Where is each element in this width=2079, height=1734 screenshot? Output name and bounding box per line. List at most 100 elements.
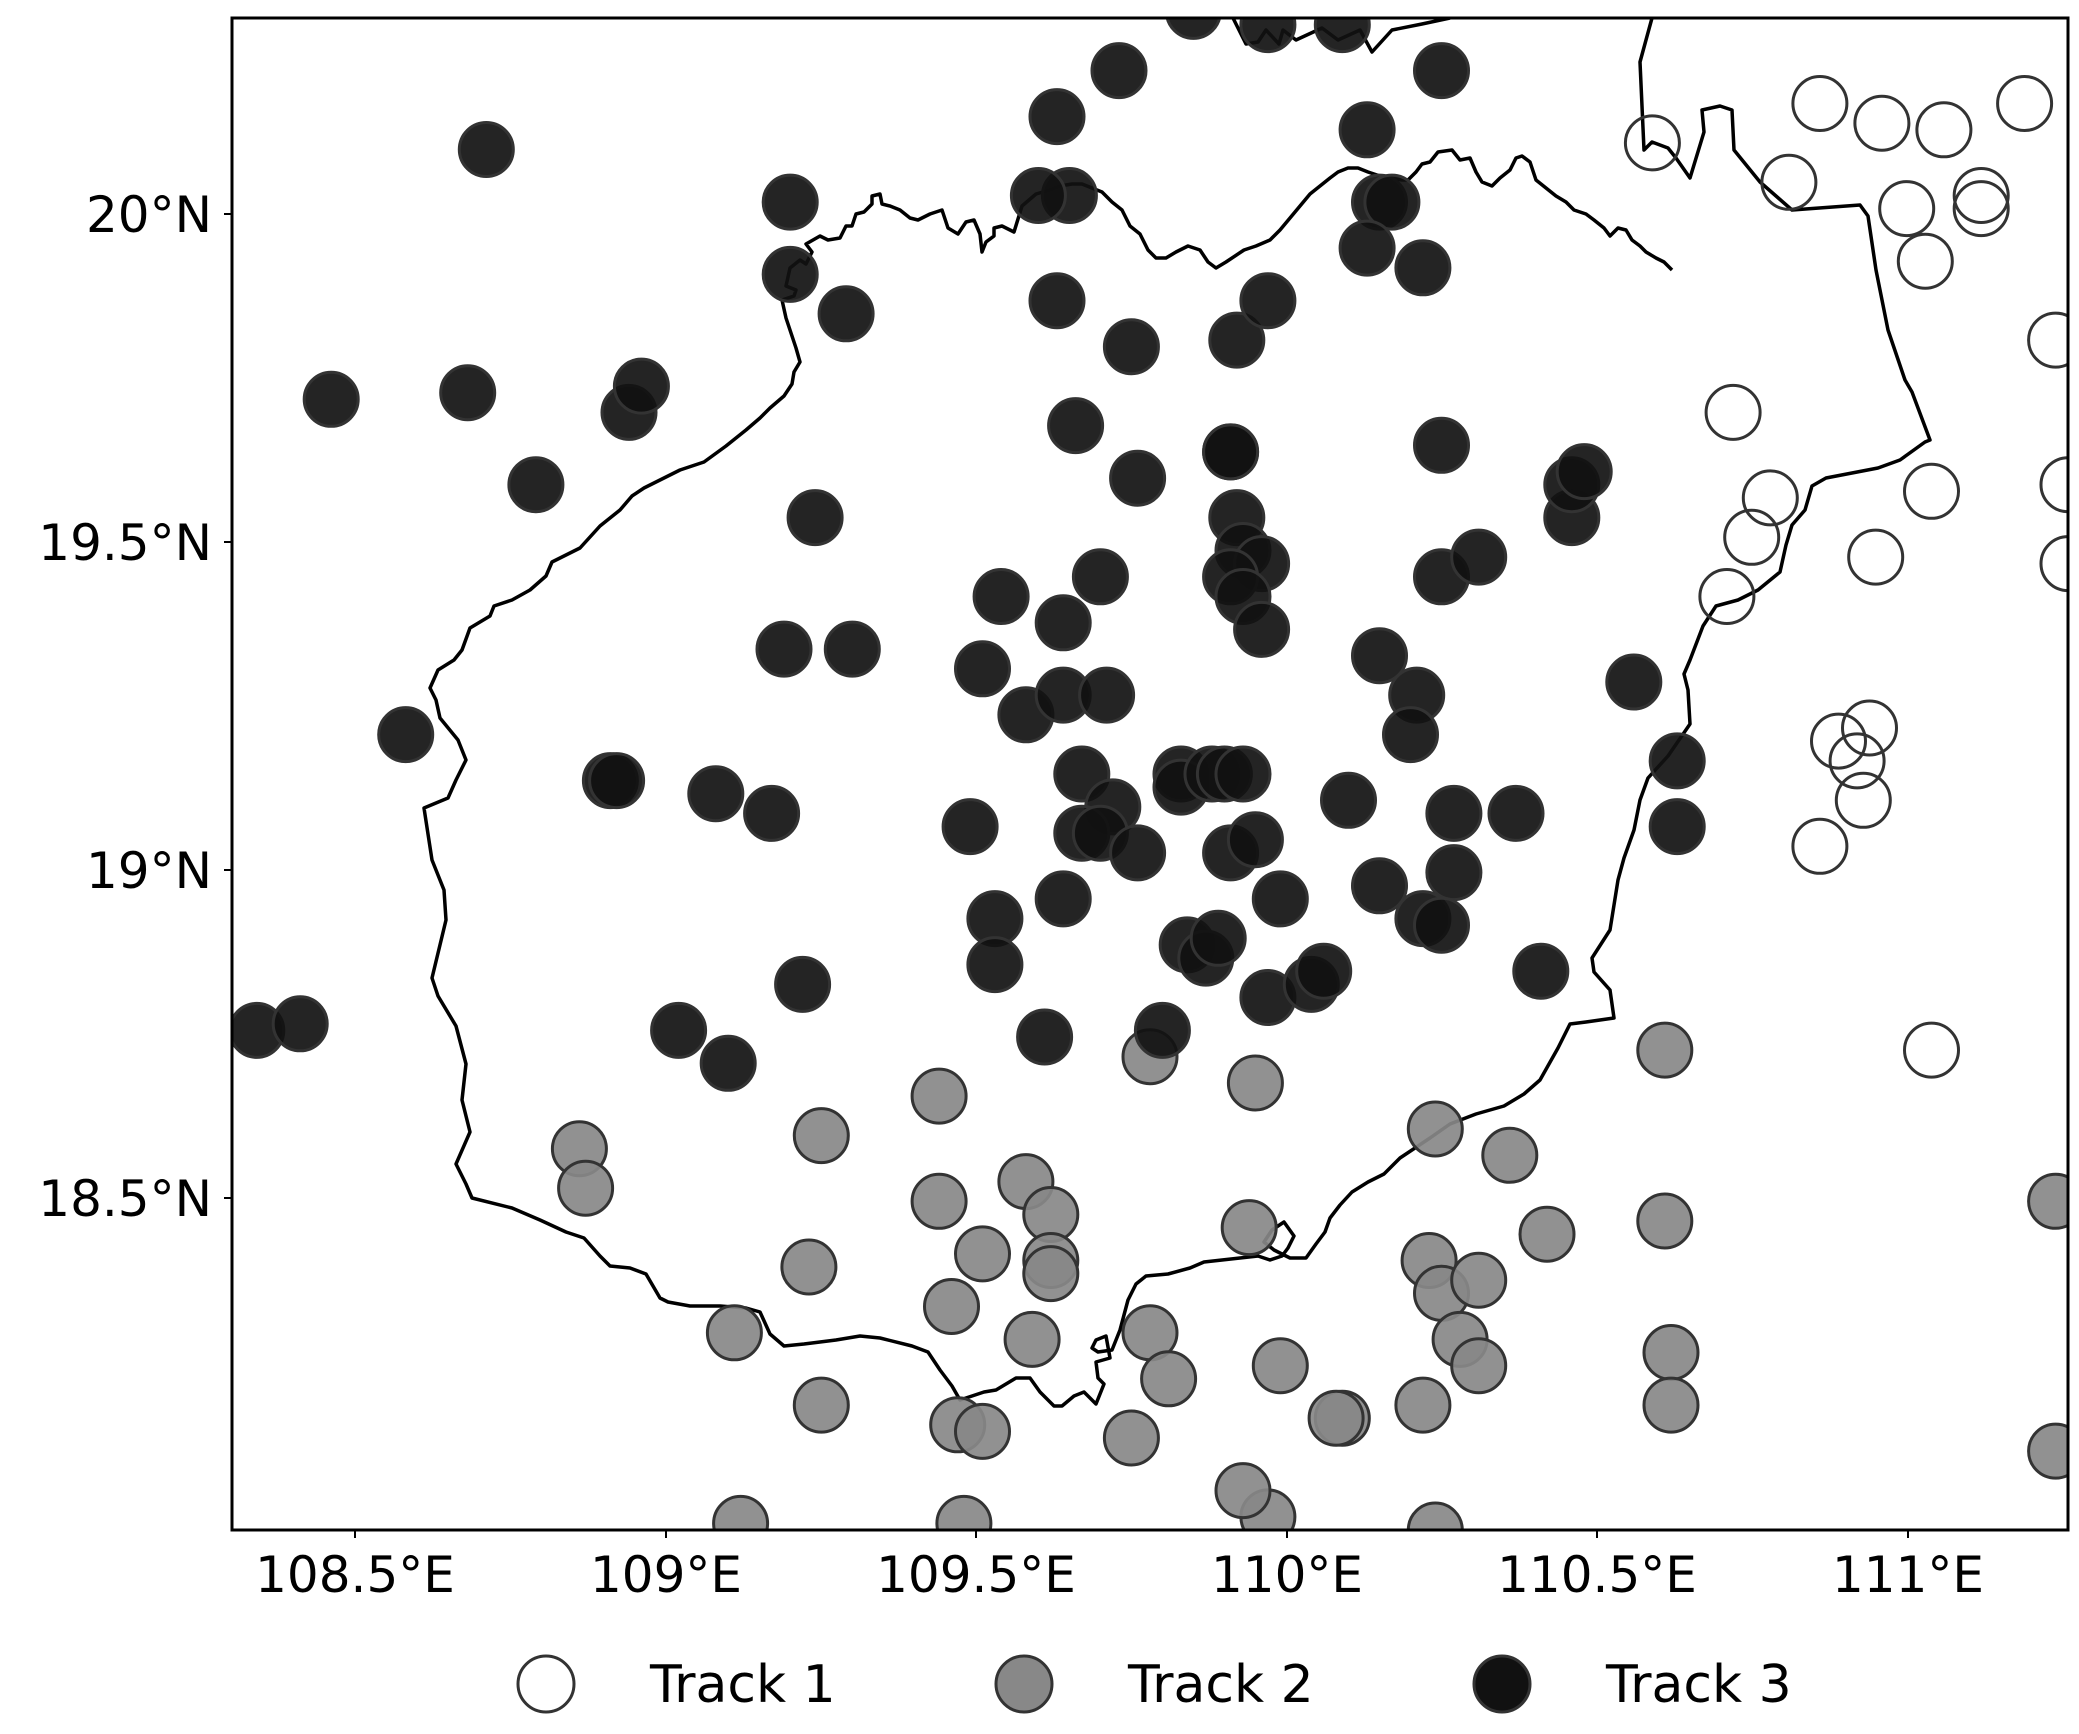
track-3-point xyxy=(1425,784,1483,842)
track-3-point xyxy=(1351,627,1408,685)
track-2-point xyxy=(792,1376,850,1434)
track-3-point xyxy=(1047,397,1105,455)
track-2-point xyxy=(1214,1462,1272,1520)
track-3-point xyxy=(439,364,497,422)
track-1-point xyxy=(1704,383,1762,441)
track-3-point xyxy=(1413,416,1470,474)
track-3-point xyxy=(1313,18,1371,54)
track-3-point xyxy=(761,245,819,303)
track-3-point xyxy=(1351,857,1408,915)
track-2-point xyxy=(1481,1126,1539,1184)
track-2-point xyxy=(1642,1324,1700,1381)
plot-frame xyxy=(230,16,2070,1532)
series-track-2 xyxy=(550,1021,2068,1530)
track-2-point xyxy=(1307,1389,1365,1447)
track-3-point xyxy=(1034,870,1092,928)
track-3-point xyxy=(1413,896,1470,954)
track-3-point xyxy=(1394,239,1452,297)
track-3-point xyxy=(1189,909,1247,967)
legend: Track 1 Track 2 Track 3 xyxy=(516,1654,1792,1715)
track-1-point xyxy=(1723,508,1781,566)
track-2-point xyxy=(705,1304,763,1362)
track-1-point xyxy=(1841,699,1898,757)
track-3-point xyxy=(1208,311,1266,369)
track-3-point xyxy=(1382,706,1439,764)
track-3-point xyxy=(1487,784,1545,842)
track-3-point xyxy=(1338,101,1396,159)
track-3-point xyxy=(1239,18,1297,54)
track-2-point xyxy=(792,1107,850,1165)
track-3-point xyxy=(1648,798,1706,856)
track-3-point xyxy=(941,798,999,856)
track-2-point xyxy=(1406,1100,1464,1158)
x-tick-label: 108.5°E xyxy=(255,1546,455,1604)
track-3-point xyxy=(1233,600,1291,658)
track-1-point xyxy=(2027,311,2068,369)
series-track-1 xyxy=(1623,75,2068,1079)
points-layer xyxy=(232,18,2068,1530)
track-1-point xyxy=(1847,528,1905,586)
track-3-point xyxy=(1034,594,1092,652)
track-2-point xyxy=(2027,1172,2068,1230)
track-3-point xyxy=(457,121,515,178)
track-2-point xyxy=(1226,1054,1284,1112)
track-2-point xyxy=(780,1238,838,1296)
track-2-point xyxy=(2027,1422,2068,1480)
y-axis: 18.5°N 19°N 19.5°N 20°N xyxy=(38,186,232,1228)
legend-marker-track-2 xyxy=(994,1654,1054,1714)
track-3-point xyxy=(271,995,329,1053)
track-3-point xyxy=(1109,449,1167,507)
track-3-point xyxy=(1028,88,1086,146)
track-3-point xyxy=(699,1034,757,1092)
track-2-point xyxy=(935,1494,993,1530)
track-3-point xyxy=(1202,423,1260,481)
legend-label-track-3: Track 3 xyxy=(1605,1655,1792,1715)
track-2-point xyxy=(1394,1376,1452,1434)
track-3-point xyxy=(1009,167,1067,224)
track-3-point xyxy=(1425,844,1483,902)
track-3-point xyxy=(1338,219,1396,277)
track-3-point xyxy=(755,620,813,678)
track-2-point xyxy=(1003,1310,1061,1368)
track-3-point xyxy=(1413,42,1470,100)
track-3-point xyxy=(1102,318,1160,376)
track-1-point xyxy=(1828,732,1886,790)
track-1-point xyxy=(1903,1021,1960,1079)
track-1-point xyxy=(1952,180,2010,238)
y-tick-label: 20°N xyxy=(86,186,212,244)
track-3-point xyxy=(1109,824,1167,882)
track-1-point xyxy=(2039,456,2068,514)
track-2-point xyxy=(1102,1409,1160,1467)
track-2-point xyxy=(1406,1501,1464,1530)
track-3-point xyxy=(823,620,881,678)
track-3-point xyxy=(1239,272,1297,330)
track-3-point xyxy=(1320,771,1377,829)
track-3-point xyxy=(743,784,801,842)
track-3-point xyxy=(650,1001,708,1059)
track-3-point xyxy=(687,765,745,823)
legend-marker-track-1 xyxy=(516,1654,576,1714)
track-2-point xyxy=(1251,1337,1309,1395)
x-tick-label: 109°E xyxy=(590,1546,742,1604)
track-1-point xyxy=(1952,167,2010,224)
track-3-point xyxy=(1555,443,1613,501)
track-3-point xyxy=(1512,942,1570,1000)
track-3-point xyxy=(954,640,1011,698)
x-tick-label: 110°E xyxy=(1211,1546,1363,1604)
x-tick-label: 109.5°E xyxy=(876,1546,1076,1604)
track-2-point xyxy=(1636,1192,1694,1250)
track-2-point xyxy=(1140,1350,1198,1408)
track-3-point xyxy=(1226,811,1284,869)
track-1-point xyxy=(1896,232,1954,290)
track-1-point xyxy=(1810,712,1867,770)
track-3-point xyxy=(1016,1008,1074,1066)
track-3-point xyxy=(612,357,670,415)
track-2-point xyxy=(954,1225,1011,1283)
track-1-point xyxy=(1915,101,1973,159)
track-2-point xyxy=(557,1159,615,1217)
y-tick-label: 19°N xyxy=(86,842,212,900)
track-3-point xyxy=(1605,653,1663,711)
track-2-point xyxy=(1642,1376,1700,1434)
track-3-point xyxy=(1363,173,1421,231)
track-3-point xyxy=(1295,942,1353,1000)
